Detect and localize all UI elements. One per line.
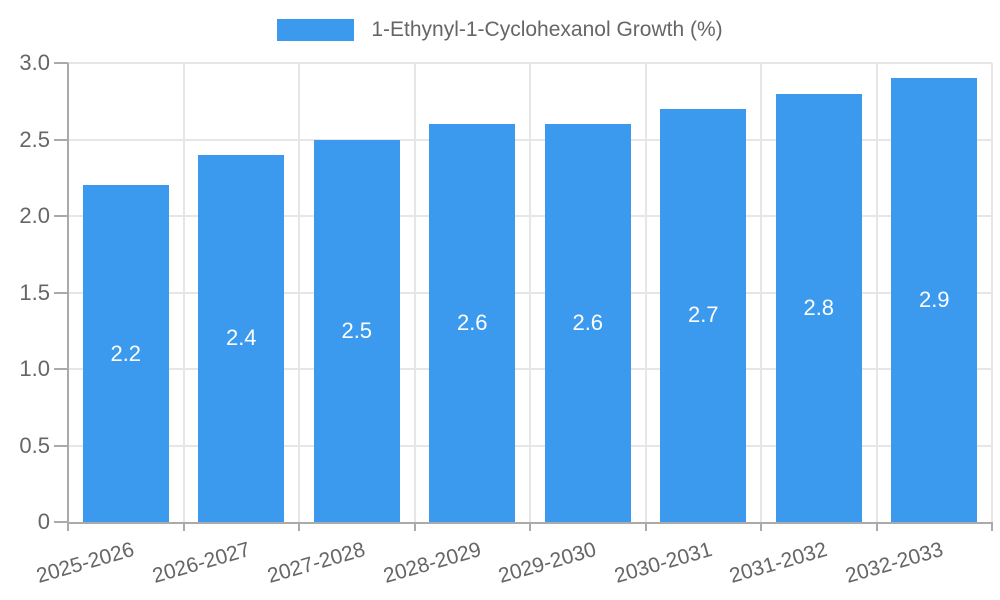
x-axis-tick-label: 2029-2030 [496, 538, 600, 588]
bar-value-label: 2.7 [687, 302, 719, 328]
x-axis-tick [529, 522, 531, 531]
bar-2026-2027[interactable] [198, 154, 285, 522]
bar-2028-2029[interactable] [429, 124, 516, 522]
y-axis-tick [54, 521, 68, 523]
x-axis-tick-label: 2025-2026 [34, 538, 138, 588]
bar-value-label: 2.9 [918, 287, 950, 313]
bar-value-label: 2.6 [456, 310, 488, 336]
x-gridline [644, 63, 647, 522]
x-axis-tick-label: 2031-2032 [727, 538, 831, 588]
x-axis-tick [182, 522, 185, 531]
x-gridline [875, 63, 878, 522]
y-axis-tick [54, 368, 68, 370]
x-axis-tick-label: 2027-2028 [265, 538, 369, 588]
x-axis-tick [991, 522, 993, 531]
bar-2032-2033[interactable] [891, 78, 978, 522]
y-axis-tick-label: 0 [37, 509, 50, 534]
bar-value-label: 2.2 [110, 340, 142, 366]
chart-legend: 1-Ethynyl-1-Cyclohexanol Growth (%) [0, 17, 1000, 43]
x-axis-tick [298, 522, 300, 531]
y-axis-tick [54, 291, 68, 294]
y-axis-tick-label: 2.0 [19, 203, 50, 228]
bar-2031-2032[interactable] [775, 93, 862, 522]
x-axis-tick-label: 2032-2033 [842, 538, 946, 588]
x-gridline [413, 63, 416, 522]
y-axis-tick-label: 1.0 [19, 356, 50, 381]
x-axis-tick-label: 2026-2027 [149, 538, 253, 588]
y-axis-tick-label: 3.0 [19, 50, 50, 75]
legend-color-swatch [277, 19, 355, 41]
y-axis-tick [54, 444, 68, 447]
bar-value-label: 2.8 [803, 294, 835, 320]
x-axis-tick-label: 2030-2031 [611, 538, 715, 588]
x-gridline [182, 63, 185, 522]
bar-2029-2030[interactable] [544, 124, 631, 522]
x-axis-tick [67, 522, 69, 531]
x-gridline [760, 63, 762, 522]
x-axis-tick [760, 522, 762, 531]
bar-value-label: 2.4 [225, 325, 257, 351]
y-axis-line [67, 63, 69, 522]
y-axis-tick-label: 1.5 [19, 279, 50, 305]
legend-series-label: 1-Ethynyl-1-Cyclohexanol Growth (%) [371, 18, 723, 41]
plot-area: 2.2 2.4 2.5 2.6 2.6 2.7 2.8 2.9 [68, 62, 993, 522]
bar-value-label: 2.5 [341, 317, 373, 343]
x-axis-tick [413, 522, 416, 531]
y-axis-tick-label: 0.5 [19, 432, 50, 458]
bar-2030-2031[interactable] [660, 108, 747, 522]
bar-value-label: 2.6 [572, 310, 604, 336]
y-axis-tick [54, 138, 68, 141]
y-axis-tick [54, 62, 68, 64]
x-gridline [991, 63, 993, 522]
bar-2027-2028[interactable] [313, 139, 400, 522]
x-axis-tick [875, 522, 878, 531]
y-axis-tick [54, 215, 68, 217]
x-gridline [529, 63, 531, 522]
y-axis-tick-label: 2.5 [19, 126, 50, 152]
x-axis-tick-label: 2028-2029 [380, 538, 484, 588]
x-gridline [298, 63, 300, 522]
bar-2025-2026[interactable] [82, 185, 169, 522]
legend-item[interactable]: 1-Ethynyl-1-Cyclohexanol Growth (%) [277, 17, 723, 43]
x-axis-tick [644, 522, 647, 531]
